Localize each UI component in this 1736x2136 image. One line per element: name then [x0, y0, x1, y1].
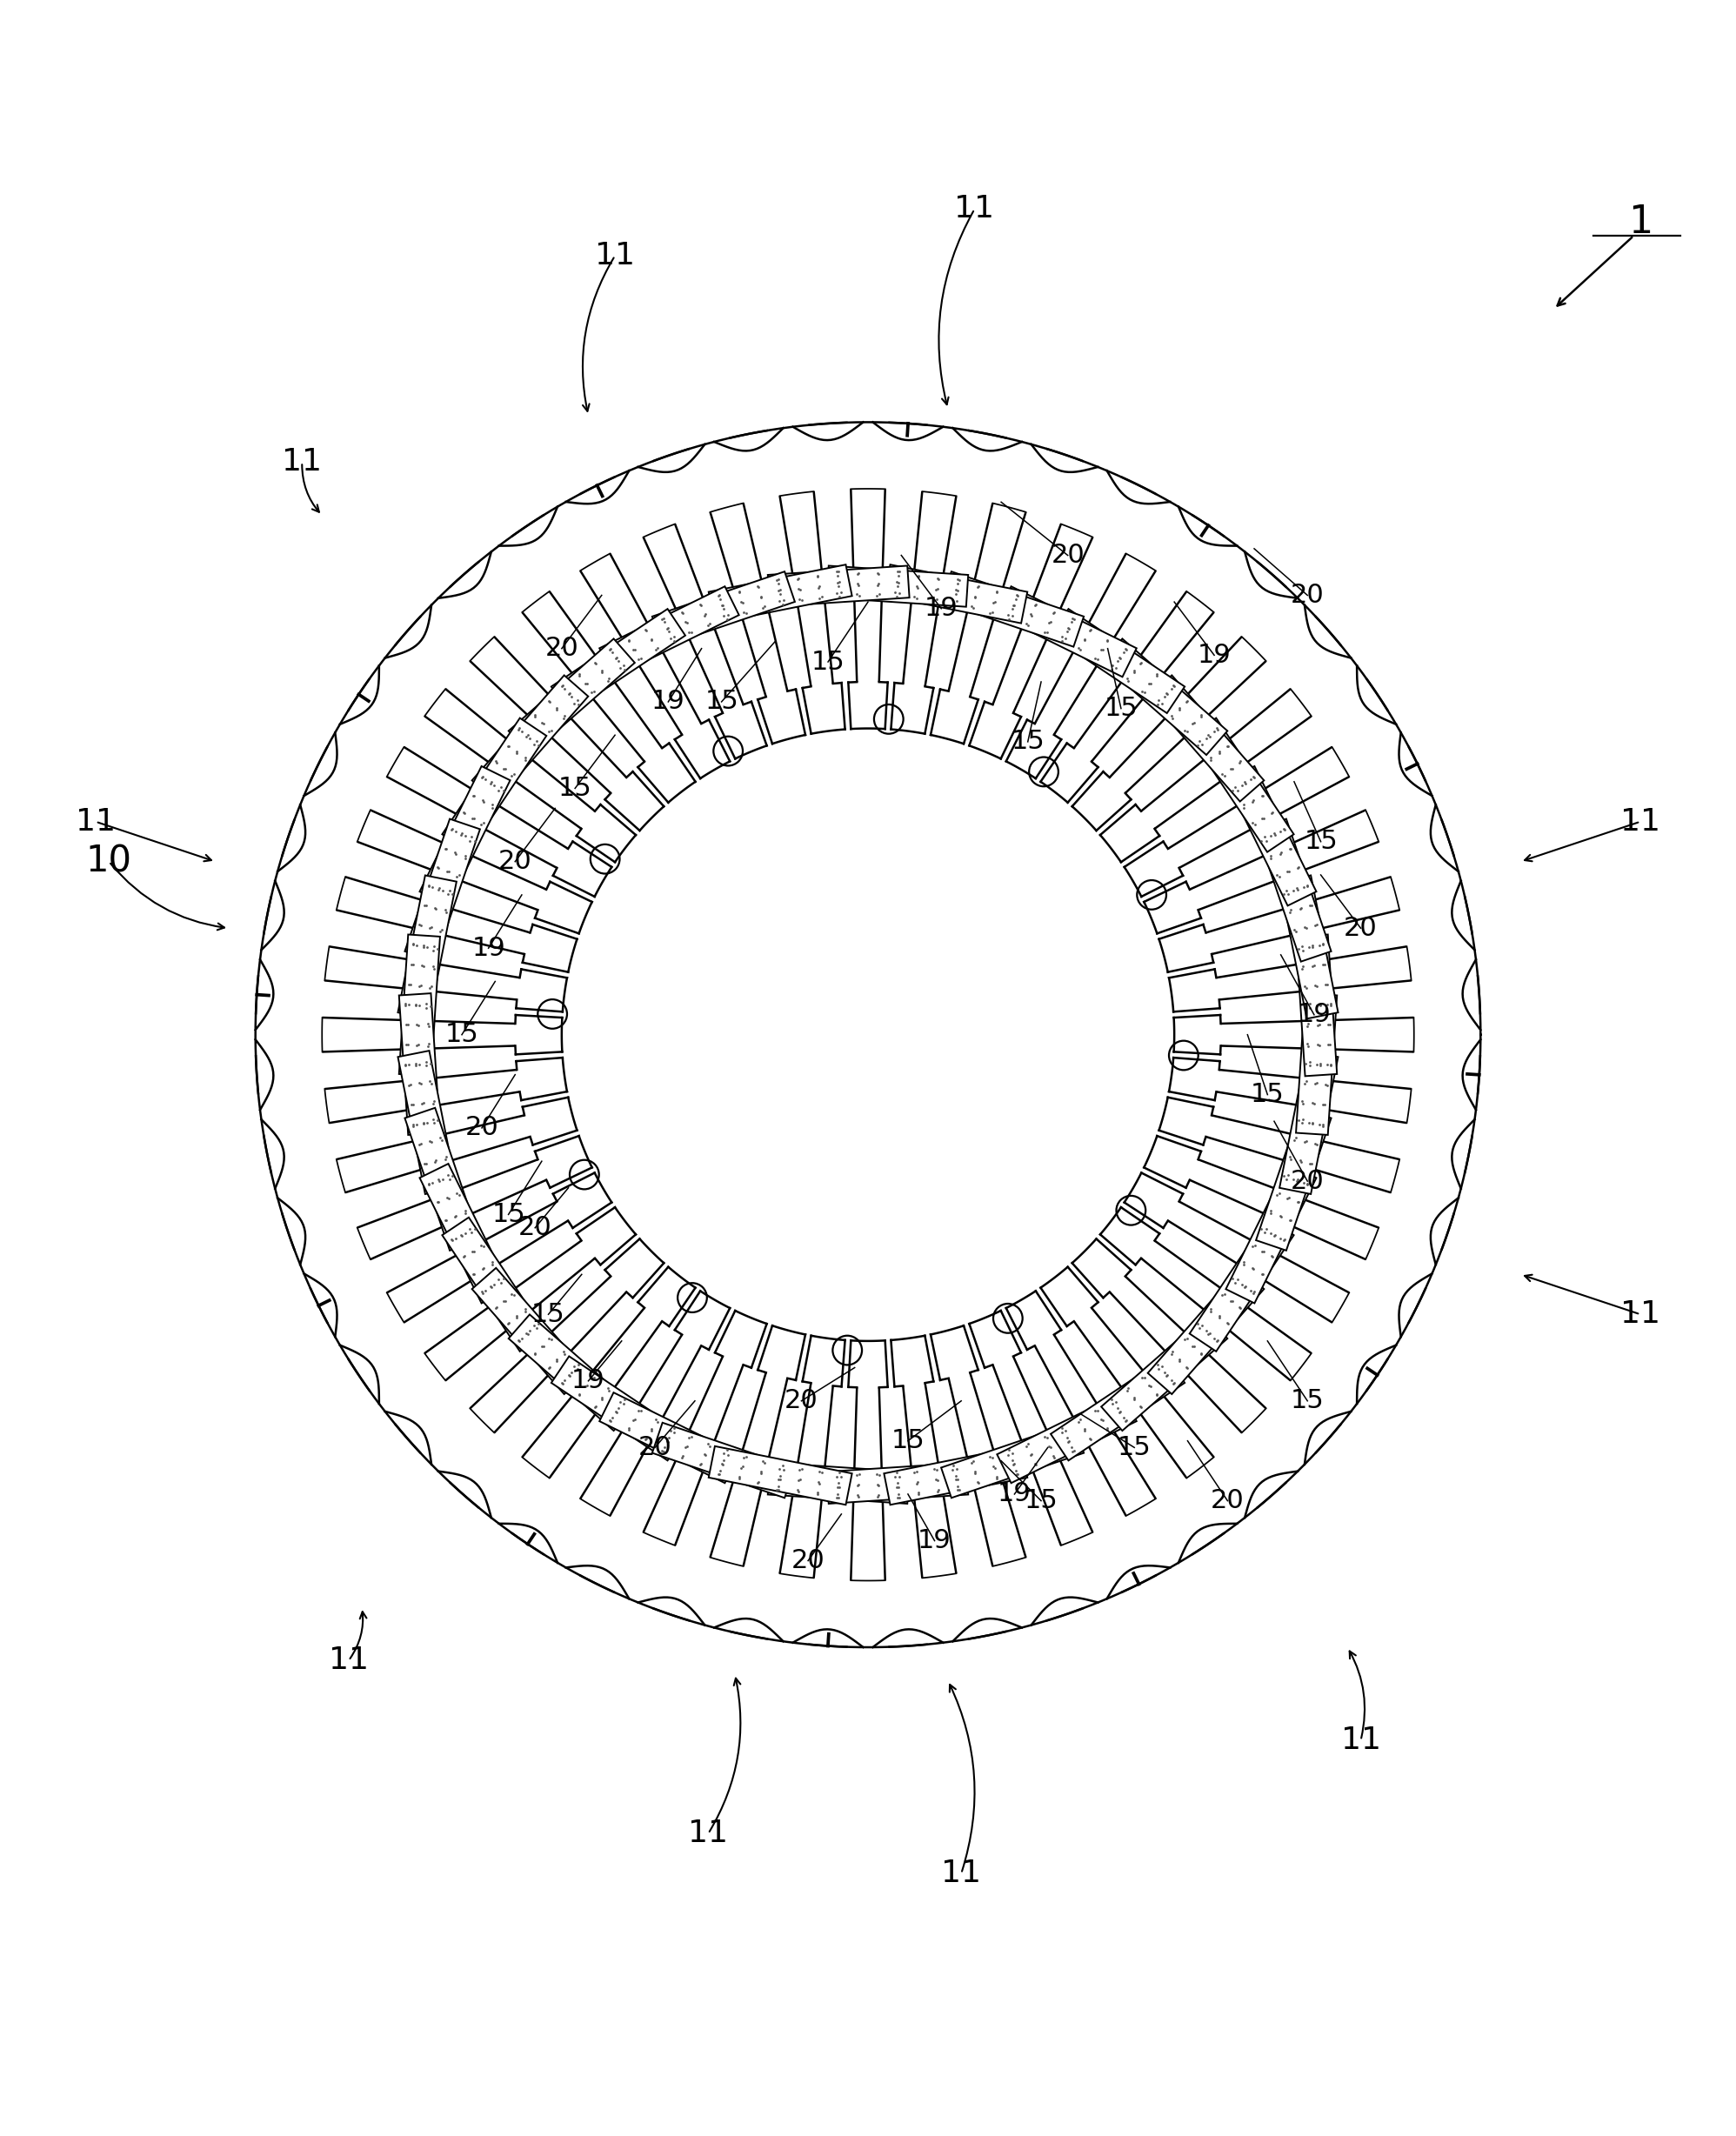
Polygon shape	[599, 1393, 740, 1482]
Polygon shape	[404, 818, 481, 961]
Text: 10: 10	[85, 844, 132, 880]
Polygon shape	[653, 1423, 795, 1497]
Polygon shape	[996, 1393, 1137, 1482]
Polygon shape	[1226, 767, 1316, 906]
Polygon shape	[884, 1446, 1028, 1504]
Text: 19: 19	[924, 596, 958, 622]
Text: 15: 15	[1290, 1388, 1325, 1414]
Text: 20: 20	[1290, 583, 1325, 609]
Text: 20: 20	[1344, 916, 1378, 940]
Polygon shape	[599, 587, 740, 677]
Polygon shape	[1101, 639, 1227, 754]
Text: 15: 15	[1104, 696, 1137, 722]
Text: 20: 20	[639, 1435, 672, 1461]
Polygon shape	[552, 1356, 686, 1461]
Polygon shape	[708, 1446, 852, 1504]
Text: 19: 19	[918, 1527, 951, 1553]
Text: 19: 19	[651, 690, 686, 713]
Text: 11: 11	[328, 1645, 368, 1675]
Text: 15: 15	[491, 1203, 526, 1226]
Text: 20: 20	[519, 1215, 552, 1241]
Text: 15: 15	[1250, 1083, 1285, 1106]
Text: 20: 20	[1290, 1168, 1325, 1194]
Polygon shape	[1255, 818, 1332, 961]
Text: 20: 20	[1050, 543, 1085, 568]
Polygon shape	[1255, 1109, 1332, 1250]
Text: 20: 20	[545, 637, 578, 662]
Text: 11: 11	[595, 241, 635, 271]
Text: 11: 11	[1620, 807, 1660, 837]
Polygon shape	[399, 993, 439, 1134]
Text: 11: 11	[1620, 1299, 1660, 1329]
Polygon shape	[941, 572, 1083, 647]
Text: 15: 15	[1118, 1435, 1151, 1461]
Polygon shape	[1101, 1314, 1227, 1431]
Polygon shape	[1147, 1269, 1264, 1395]
Text: 15: 15	[1024, 1489, 1057, 1514]
Polygon shape	[1279, 1051, 1338, 1194]
Text: 20: 20	[792, 1549, 825, 1574]
Polygon shape	[941, 1423, 1083, 1497]
Text: 19: 19	[1198, 643, 1231, 669]
Polygon shape	[1279, 876, 1338, 1019]
Text: 20: 20	[1210, 1489, 1245, 1514]
Text: 11: 11	[687, 1820, 727, 1848]
Polygon shape	[1050, 1356, 1184, 1461]
Text: 1: 1	[1628, 203, 1653, 241]
Polygon shape	[443, 1218, 547, 1352]
Polygon shape	[399, 936, 439, 1077]
Polygon shape	[420, 1164, 510, 1303]
Text: 19: 19	[472, 936, 505, 961]
Text: 19: 19	[571, 1369, 606, 1393]
Text: 20: 20	[785, 1388, 818, 1414]
Text: 11: 11	[1340, 1726, 1380, 1756]
Polygon shape	[996, 587, 1137, 677]
Text: 11: 11	[281, 446, 323, 476]
Polygon shape	[767, 1463, 910, 1504]
Text: 15: 15	[811, 649, 845, 675]
Polygon shape	[420, 767, 510, 906]
Polygon shape	[472, 675, 589, 801]
Polygon shape	[1050, 609, 1184, 713]
Polygon shape	[767, 566, 910, 607]
Polygon shape	[826, 566, 969, 607]
Text: 20: 20	[465, 1115, 498, 1141]
Text: 15: 15	[1010, 728, 1045, 754]
Polygon shape	[404, 1109, 481, 1250]
Text: 19: 19	[1297, 1002, 1332, 1027]
Text: 15: 15	[444, 1023, 479, 1047]
Polygon shape	[552, 609, 686, 713]
Text: 15: 15	[531, 1301, 566, 1326]
Text: 15: 15	[559, 775, 592, 801]
Text: 15: 15	[1304, 829, 1338, 854]
Text: 11: 11	[955, 194, 995, 224]
Polygon shape	[1297, 993, 1337, 1134]
Polygon shape	[1189, 1218, 1293, 1352]
Polygon shape	[398, 876, 457, 1019]
Polygon shape	[1189, 718, 1293, 852]
Polygon shape	[708, 564, 852, 624]
Text: 19: 19	[998, 1482, 1031, 1506]
Text: 11: 11	[941, 1858, 981, 1888]
Polygon shape	[509, 639, 635, 754]
Polygon shape	[1226, 1164, 1316, 1303]
Polygon shape	[1147, 675, 1264, 801]
Polygon shape	[826, 1463, 969, 1504]
Polygon shape	[884, 564, 1028, 624]
Polygon shape	[653, 572, 795, 647]
Text: 15: 15	[705, 690, 738, 713]
Polygon shape	[472, 1269, 589, 1395]
Polygon shape	[1297, 936, 1337, 1077]
Text: 15: 15	[891, 1429, 925, 1452]
Polygon shape	[509, 1314, 635, 1431]
Polygon shape	[398, 1051, 457, 1194]
Polygon shape	[443, 718, 547, 852]
Text: 20: 20	[498, 848, 531, 874]
Text: 11: 11	[76, 807, 116, 837]
